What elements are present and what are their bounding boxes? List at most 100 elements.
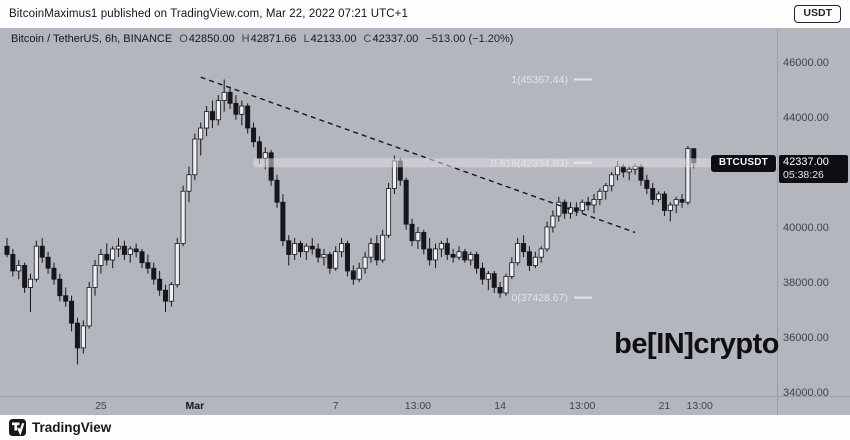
fib-level-label: 0(37428.67) xyxy=(511,292,568,304)
candle xyxy=(186,166,192,203)
tradingview-brand-link[interactable]: TradingView xyxy=(32,420,112,435)
candle-body-up xyxy=(667,204,673,211)
candle-body-down xyxy=(10,254,16,272)
time-scale-tick: 25 xyxy=(95,400,107,412)
candle-body-up xyxy=(116,245,122,250)
candle xyxy=(344,240,350,277)
candle-body-up xyxy=(339,243,345,253)
time-scale-tick: 7 xyxy=(333,400,339,412)
price-scale-tick: 44000.00 xyxy=(783,112,829,124)
candle-body-up xyxy=(174,243,180,286)
publish-info-link[interactable]: BitcoinMaximus1 published on TradingView… xyxy=(9,8,408,20)
price-scale-tick: 46000.00 xyxy=(783,57,829,69)
candle xyxy=(63,287,69,307)
quote-currency-badge: USDT xyxy=(794,5,841,23)
candle-body-up xyxy=(204,111,210,129)
candle xyxy=(204,106,210,137)
candle-body-up xyxy=(362,256,368,269)
time-scale-tick: 13:00 xyxy=(405,400,431,412)
candle xyxy=(685,145,691,205)
candle xyxy=(327,251,333,274)
candle-body-down xyxy=(227,91,233,104)
candle xyxy=(139,248,145,269)
candle xyxy=(380,229,386,263)
candle-body-up xyxy=(92,265,98,288)
candle xyxy=(579,199,585,214)
candle xyxy=(33,240,39,282)
candle xyxy=(350,265,356,285)
price-scale-tick: 38000.00 xyxy=(783,277,829,289)
candle xyxy=(568,202,574,219)
ohlc-high: H42871.66 xyxy=(241,33,297,45)
candle xyxy=(509,257,515,280)
candle xyxy=(280,193,286,247)
candle xyxy=(92,259,98,296)
candle xyxy=(415,226,421,249)
candle-body-up xyxy=(192,138,198,176)
candle-body-up xyxy=(16,265,22,272)
candle-body-up xyxy=(456,251,462,258)
candle-body-up xyxy=(438,243,444,250)
candle-body-up xyxy=(609,174,615,187)
candle-body-down xyxy=(403,179,409,225)
candle-body-up xyxy=(509,262,515,277)
candle-body-down xyxy=(374,243,380,261)
candle xyxy=(538,246,544,263)
candle-body-down xyxy=(620,166,626,173)
candle xyxy=(479,262,485,285)
candle-body-up xyxy=(186,174,192,192)
candle xyxy=(104,243,110,266)
chart-background xyxy=(0,28,850,415)
candle xyxy=(356,262,362,282)
candle-body-down xyxy=(526,251,532,266)
candle-body-up xyxy=(579,201,585,211)
candle xyxy=(57,273,63,302)
fib-level-label: 1(45367.44) xyxy=(511,74,568,86)
candle-body-down xyxy=(644,179,650,189)
candle-body-up xyxy=(180,190,186,244)
candle-body-down xyxy=(444,243,450,255)
candle-body-up xyxy=(127,248,133,255)
candle xyxy=(168,281,174,307)
candle xyxy=(485,270,491,291)
candle xyxy=(468,251,474,266)
candle xyxy=(421,229,427,255)
candle xyxy=(286,235,292,266)
candle xyxy=(339,237,345,258)
candle xyxy=(151,262,157,285)
candle xyxy=(409,218,415,247)
time-scale-tick: 13:00 xyxy=(687,400,713,412)
candle-body-up xyxy=(626,168,632,173)
candle xyxy=(22,262,28,293)
price-scale-tick: 40000.00 xyxy=(783,222,829,234)
candle xyxy=(297,240,303,258)
candle-body-down xyxy=(409,223,415,242)
candle-body-down xyxy=(39,245,45,258)
time-scale-tick: Mar xyxy=(185,400,204,412)
candle-body-down xyxy=(479,267,485,280)
candle xyxy=(444,237,450,260)
candle-body-up xyxy=(86,287,92,327)
candle xyxy=(303,243,309,260)
candle xyxy=(550,210,556,233)
candle xyxy=(403,177,409,230)
candle xyxy=(603,183,609,200)
candle-body-down xyxy=(309,245,315,250)
candle-body-up xyxy=(239,105,245,115)
candle-body-down xyxy=(661,193,667,211)
candle xyxy=(368,237,374,263)
candle xyxy=(209,100,215,129)
candle-body-down xyxy=(63,295,69,302)
candle-body-down xyxy=(679,199,685,203)
candle xyxy=(80,320,86,354)
candle-body-down xyxy=(151,267,157,280)
candle-body-down xyxy=(157,278,163,291)
candle-body-down xyxy=(139,251,145,264)
candle xyxy=(198,122,204,156)
candle xyxy=(221,79,227,112)
candle-body-down xyxy=(145,262,151,269)
candle-body-up xyxy=(27,278,33,288)
candle xyxy=(427,237,433,266)
candle xyxy=(661,191,667,216)
